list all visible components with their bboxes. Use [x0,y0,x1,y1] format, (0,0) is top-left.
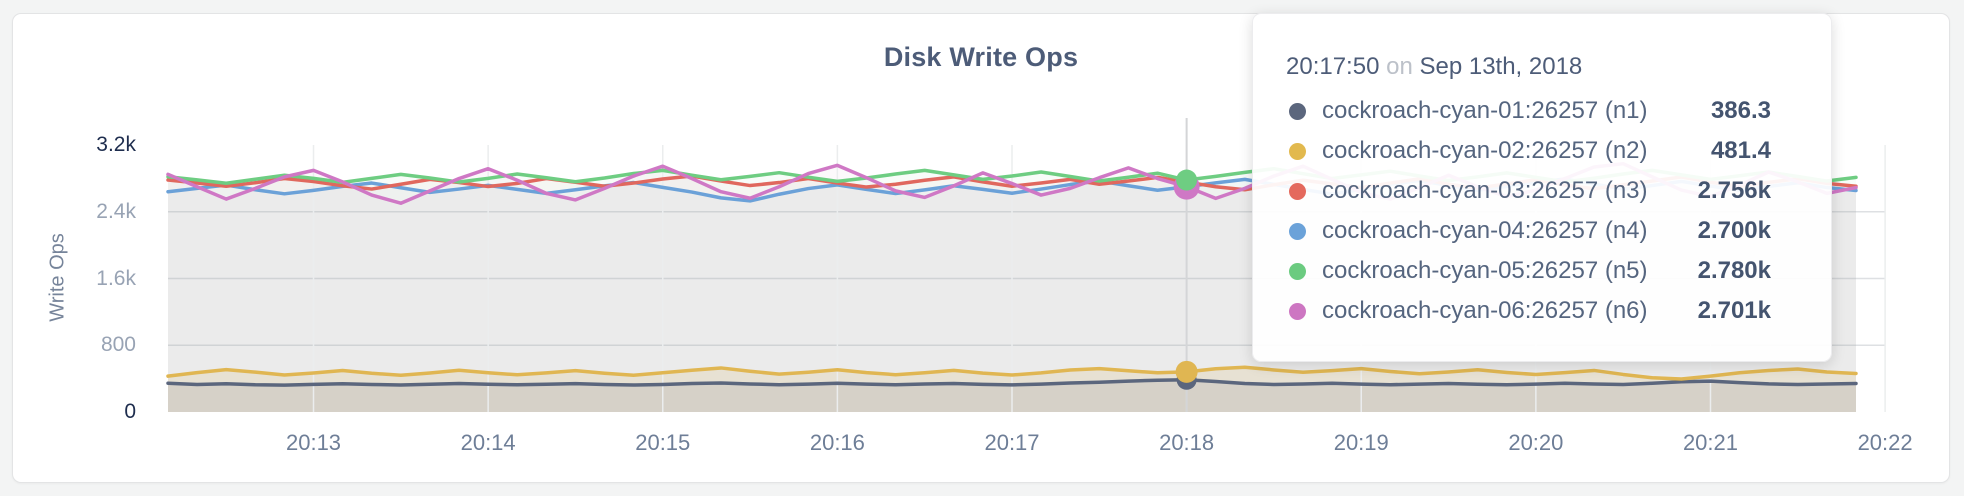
tooltip-connector: on [1386,53,1413,80]
series-dot-icon [1289,142,1306,160]
tooltip-series-label: cockroach-cyan-02:26257 (n2) [1322,137,1648,164]
tooltip-series-label: cockroach-cyan-06:26257 (n6) [1322,297,1648,324]
chart-title: Disk Write Ops [883,42,1079,72]
tooltip-series-value: 2.756k [1697,177,1771,204]
series-line-n1 [166,378,1858,387]
tooltip-time: 20:17:50 [1286,53,1380,80]
tooltip-series-label: cockroach-cyan-03:26257 (n3) [1322,177,1648,204]
tooltip-row: cockroach-cyan-04:26257 (n4) 2.700k [1253,211,1831,251]
series-dot-icon [1289,262,1306,280]
tooltip-row: cockroach-cyan-01:26257 (n1) 386.3 [1253,91,1831,131]
hover-tooltip: 20:17:50 on Sep 13th, 2018 cockroach-cya… [1252,13,1832,362]
series-dot-icon [1289,222,1306,240]
tooltip-series-label: cockroach-cyan-01:26257 (n1) [1322,97,1648,124]
tooltip-timestamp: 20:17:50 on Sep 13th, 2018 [1253,52,1831,82]
tooltip-series-value: 386.3 [1710,97,1771,124]
series-line-n2 [166,365,1858,381]
tooltip-row: cockroach-cyan-06:26257 (n6) 2.701k [1253,291,1831,331]
tooltip-series-label: cockroach-cyan-04:26257 (n4) [1322,217,1648,244]
tooltip-series-value: 2.780k [1697,257,1771,284]
series-dot-icon [1289,182,1306,200]
tooltip-row: cockroach-cyan-05:26257 (n5) 2.780k [1253,251,1831,291]
tooltip-row: cockroach-cyan-02:26257 (n2) 481.4 [1253,131,1831,171]
tooltip-row: cockroach-cyan-03:26257 (n3) 2.756k [1253,171,1831,211]
hover-dot-n2 [1175,360,1198,383]
series-dot-icon [1289,102,1306,120]
series-dot-icon [1289,302,1306,320]
tooltip-date: Sep 13th, 2018 [1419,53,1583,80]
tooltip-series-label: cockroach-cyan-05:26257 (n5) [1322,257,1648,284]
hover-dot-n5 [1176,169,1198,191]
tooltip-series-value: 2.701k [1697,297,1771,324]
tooltip-rows: cockroach-cyan-01:26257 (n1) 386.3 cockroa… [1253,91,1831,331]
tooltip-series-value: 481.4 [1710,137,1771,164]
tooltip-series-value: 2.700k [1697,217,1771,244]
